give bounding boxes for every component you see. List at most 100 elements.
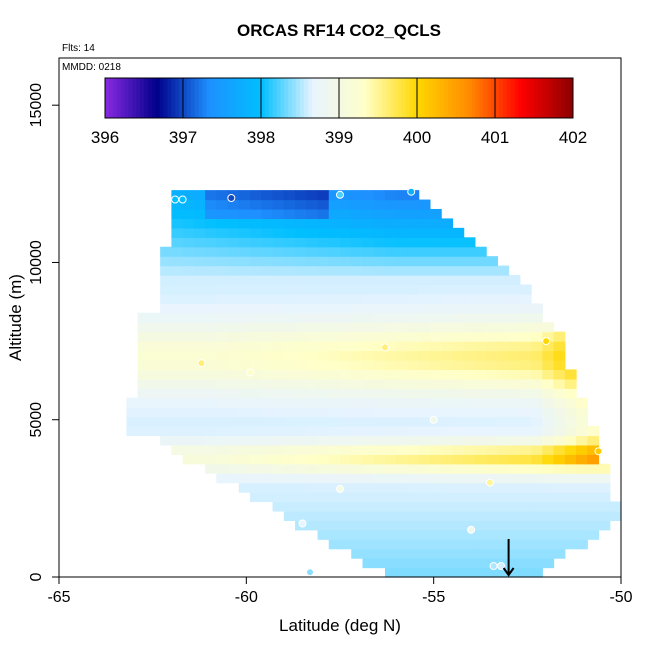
field-cell	[362, 378, 375, 389]
colorbar-segment	[561, 78, 566, 118]
field-cell	[193, 190, 206, 201]
field-cell	[171, 237, 184, 248]
field-cell	[306, 482, 319, 493]
field-cell	[182, 359, 195, 370]
field-cell	[328, 369, 341, 380]
field-cell	[227, 426, 240, 437]
field-cell	[407, 218, 420, 229]
colorbar-segment	[241, 78, 246, 118]
field-cell	[328, 482, 341, 493]
field-cell	[508, 359, 521, 370]
field-cell	[250, 388, 262, 399]
field-cell	[351, 492, 364, 503]
field-cell	[418, 378, 431, 389]
field-cell	[295, 227, 307, 238]
field-cell	[418, 227, 431, 238]
field-cell	[519, 293, 532, 304]
field-cell	[452, 548, 465, 559]
field-cell	[317, 341, 330, 352]
field-cell	[227, 312, 240, 323]
field-cell	[441, 510, 453, 521]
field-cell	[373, 539, 386, 550]
field-cell	[429, 237, 442, 248]
field-cell	[193, 416, 206, 427]
field-cell	[272, 218, 285, 229]
field-cell	[306, 444, 319, 455]
co2-field	[126, 190, 622, 578]
field-cell	[463, 492, 476, 503]
field-cell	[474, 256, 487, 267]
field-cell	[317, 256, 330, 267]
field-cell	[227, 369, 240, 380]
field-cell	[564, 388, 577, 399]
field-cell	[497, 539, 510, 550]
sample-point	[298, 519, 307, 528]
field-cell	[306, 501, 319, 512]
colorbar-segment	[417, 78, 422, 118]
field-cell	[216, 473, 229, 484]
field-cell	[295, 369, 307, 380]
field-cell	[227, 378, 240, 389]
field-cell	[384, 341, 397, 352]
field-cell	[362, 369, 375, 380]
field-cell	[384, 520, 397, 531]
field-cell	[340, 369, 352, 380]
field-cell	[306, 388, 319, 399]
field-cell	[542, 359, 555, 370]
field-cell	[272, 388, 285, 399]
field-cell	[295, 397, 307, 408]
field-cell	[216, 454, 229, 465]
field-cell	[441, 473, 453, 484]
field-cell	[407, 444, 420, 455]
field-cell	[474, 492, 487, 503]
field-cell	[384, 463, 397, 474]
field-cell	[283, 256, 296, 267]
field-cell	[362, 510, 375, 521]
x-axis-label: Latitude (deg N)	[279, 616, 401, 635]
field-cell	[182, 303, 195, 314]
field-cell	[261, 397, 274, 408]
field-cell	[261, 359, 274, 370]
sample-point	[485, 478, 494, 487]
field-cell	[216, 369, 229, 380]
field-cell	[542, 520, 555, 531]
field-cell	[384, 416, 397, 427]
field-cell	[160, 359, 172, 370]
field-cell	[351, 341, 364, 352]
field-cell	[272, 322, 285, 333]
field-cell	[384, 444, 397, 455]
field-cell	[193, 208, 206, 220]
field-cell	[148, 426, 161, 437]
field-cell	[193, 407, 206, 418]
field-cell	[295, 208, 307, 220]
colorbar-segment	[210, 78, 215, 118]
field-cell	[295, 473, 307, 484]
field-cell	[227, 246, 240, 257]
field-cell	[137, 397, 150, 408]
field-cell	[396, 265, 409, 276]
field-cell	[508, 444, 521, 455]
field-cell	[216, 312, 229, 323]
field-cell	[407, 293, 420, 304]
field-cell	[295, 218, 307, 229]
field-cell	[272, 237, 285, 248]
field-cell	[452, 227, 465, 238]
colorbar-segment	[553, 78, 558, 118]
colorbar-segment	[510, 78, 515, 118]
field-cell	[418, 482, 431, 493]
field-cell	[373, 397, 386, 408]
field-cell	[283, 284, 296, 295]
field-cell	[564, 378, 577, 389]
field-cell	[227, 473, 240, 484]
field-cell	[553, 454, 566, 465]
field-cell	[205, 190, 217, 201]
field-cell	[340, 397, 352, 408]
field-cell	[182, 322, 195, 333]
field-cell	[283, 501, 296, 512]
field-cell	[598, 482, 611, 493]
field-cell	[362, 463, 375, 474]
field-cell	[463, 322, 476, 333]
field-cell	[148, 350, 161, 361]
field-cell	[407, 256, 420, 267]
field-cell	[463, 388, 476, 399]
